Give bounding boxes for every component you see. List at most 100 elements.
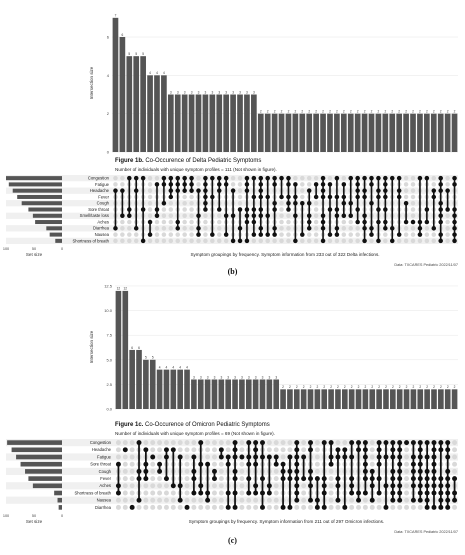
intersection-bar <box>437 113 444 152</box>
matrix-dot-empty <box>410 175 416 181</box>
intersection-bar <box>239 379 245 409</box>
matrix-dot-empty <box>170 440 176 446</box>
matrix-dot-empty <box>286 232 291 237</box>
matrix-dot-empty <box>404 490 410 496</box>
set-size-bar <box>32 213 62 218</box>
matrix-dot-empty <box>314 440 320 446</box>
matrix-dot-empty <box>452 461 458 467</box>
matrix-dot-empty <box>120 238 125 244</box>
matrix-dot-empty <box>122 483 128 489</box>
matrix-dot-empty <box>154 226 160 231</box>
figure-caption: Symptom groupings by frequency. Symptom … <box>189 519 384 524</box>
bar-value-label: 2 <box>351 385 353 389</box>
matrix-dot-empty <box>150 461 156 467</box>
matrix-dot-empty <box>239 440 245 446</box>
set-label: Sore throat <box>88 207 110 212</box>
matrix-dot-empty <box>217 226 222 231</box>
matrix-dot-empty <box>225 440 231 446</box>
matrix-dot-empty <box>417 504 423 510</box>
matrix-dot-empty <box>157 454 163 460</box>
y-axis-label: Intersection size <box>89 330 94 363</box>
matrix-dot-empty <box>279 219 284 225</box>
intersection-bar <box>334 113 340 152</box>
data-source: Data: TXCARES Pediatric 2022/11/07 <box>394 263 458 267</box>
matrix-dot-empty <box>239 461 245 467</box>
matrix-row-stripe <box>6 496 458 504</box>
matrix-dot-empty <box>404 497 410 503</box>
intersection-bar <box>444 113 451 152</box>
matrix-dot-empty <box>113 175 118 181</box>
set-size-bar <box>55 238 62 243</box>
y-tick-label: 5.0 <box>106 357 112 362</box>
matrix-dot-empty <box>424 232 430 237</box>
bar-value-label: 2 <box>301 109 303 113</box>
matrix-dot-empty <box>404 468 410 474</box>
matrix-dot-empty <box>154 219 160 225</box>
intersection-bar <box>403 113 409 152</box>
matrix-dot-empty <box>157 483 163 489</box>
matrix-dot-empty <box>362 497 368 503</box>
set-label: Headache <box>92 447 112 452</box>
bar-value-label: 5 <box>142 52 144 56</box>
intersection-bar <box>237 94 243 152</box>
matrix-dot-empty <box>306 238 312 244</box>
set-label: Headache <box>90 188 110 193</box>
matrix-dot-empty <box>218 468 224 474</box>
bar-value-label: 12 <box>124 287 128 291</box>
matrix-dot-empty <box>328 468 334 474</box>
matrix-dot-empty <box>452 454 458 460</box>
matrix-dot-empty <box>273 504 279 510</box>
set-label: Aches <box>97 219 109 224</box>
intersection-bar <box>244 94 250 152</box>
matrix-dot-empty <box>218 440 224 446</box>
matrix-dot-empty <box>314 468 320 474</box>
figure-title-bold: Figure 1c. <box>115 422 145 428</box>
intersection-bar <box>264 113 271 152</box>
matrix-dot-empty <box>168 219 174 225</box>
intersection-bar <box>156 369 163 409</box>
matrix-dot-empty <box>286 213 291 219</box>
matrix-dot-empty <box>225 447 231 453</box>
matrix-dot-empty <box>161 226 167 231</box>
matrix-dot-empty <box>177 440 183 446</box>
intersection-bar <box>115 290 122 409</box>
matrix-dot-empty <box>410 504 416 510</box>
matrix-dot-empty <box>150 476 156 482</box>
matrix-dot-empty <box>150 504 156 510</box>
matrix-row-stripe <box>6 453 458 461</box>
figure-title-bold: Figure 1b. <box>115 158 145 164</box>
intersection-bar <box>278 113 285 152</box>
matrix-dot-empty <box>237 182 243 187</box>
matrix-dot-empty <box>452 447 458 453</box>
matrix-dot-empty <box>191 497 197 503</box>
matrix-dot-filled <box>239 454 245 460</box>
intersection-bar <box>327 113 333 152</box>
figure-title: Figure 1c. Co-Occurence of Omicron Pedia… <box>115 422 270 428</box>
bar-value-label: 2 <box>323 385 325 389</box>
matrix-dot-empty <box>327 175 333 181</box>
bar-value-label: 2 <box>405 109 407 113</box>
matrix-dot-empty <box>341 175 347 181</box>
bar-value-label: 2 <box>385 385 387 389</box>
set-size-tick: 100 <box>3 247 9 251</box>
matrix-dot-empty <box>147 188 153 193</box>
intersection-bar <box>396 389 403 409</box>
bar-value-label: 2 <box>371 109 373 113</box>
matrix-dot-empty <box>170 497 176 503</box>
matrix-dot-empty <box>218 476 224 482</box>
intersection-bar <box>280 389 286 409</box>
matrix-dot-empty <box>218 490 224 496</box>
set-size-tick: 50 <box>32 247 36 251</box>
matrix-dot-empty <box>122 504 128 510</box>
matrix-dot-empty <box>177 504 183 510</box>
bar-value-label: 2 <box>433 385 435 389</box>
matrix-dot-empty <box>313 200 319 206</box>
intersection-bar <box>195 94 202 152</box>
matrix-dot-empty <box>328 497 334 503</box>
matrix-dot-empty <box>376 497 382 503</box>
matrix-dot-empty <box>120 232 125 237</box>
set-size-bar <box>6 176 62 181</box>
matrix-dot-empty <box>129 468 135 474</box>
intersection-bar <box>271 113 278 152</box>
